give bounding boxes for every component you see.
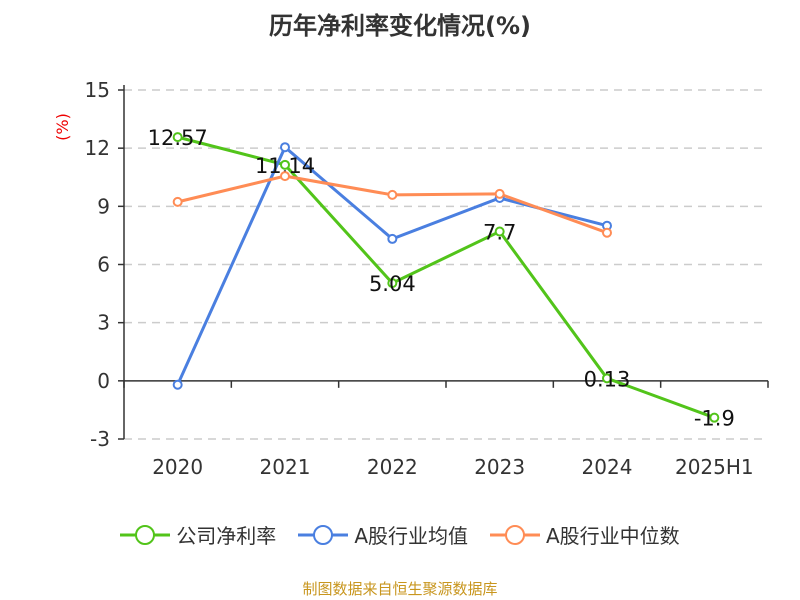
y-tick-label: 12 <box>85 136 110 160</box>
x-tick-label: 2024 <box>582 455 633 479</box>
data-point <box>280 142 290 153</box>
data-label: 7.7 <box>483 221 516 245</box>
legend-marker-icon <box>298 524 349 545</box>
data-point <box>280 159 290 170</box>
x-tick-label: 2023 <box>474 455 525 479</box>
data-point <box>494 188 505 199</box>
data-point <box>709 412 720 423</box>
legend-item[interactable]: A股行业均值 <box>298 520 468 549</box>
legend-label: 公司净利率 <box>176 524 277 548</box>
x-tick-label: 2022 <box>367 455 418 479</box>
data-point <box>280 171 290 182</box>
data-label: 5.04 <box>369 272 416 296</box>
data-point <box>602 373 612 384</box>
legend-marker-icon <box>120 524 171 545</box>
y-tick-label: 3 <box>97 311 110 335</box>
legend: 公司净利率 A股行业均值 A股行业中位数 <box>0 520 800 549</box>
legend-label: A股行业中位数 <box>546 524 680 548</box>
y-tick-label: 0 <box>97 369 110 393</box>
data-label: 12.57 <box>148 126 208 150</box>
data-point <box>387 233 398 244</box>
y-axis-label: (%) <box>53 113 72 141</box>
data-point <box>172 132 183 143</box>
legend-item[interactable]: 公司净利率 <box>120 520 276 549</box>
legend-item[interactable]: A股行业中位数 <box>490 520 680 549</box>
series-line-0 <box>177 135 715 420</box>
data-point <box>387 189 398 200</box>
series-line-1 <box>176 144 608 386</box>
series-line-2 <box>177 174 608 235</box>
y-tick-label: 15 <box>85 78 110 102</box>
data-point <box>172 379 183 390</box>
y-tick-label: 6 <box>97 253 110 277</box>
data-label: -1.9 <box>694 407 735 431</box>
data-point <box>494 226 505 237</box>
y-tick-label: -3 <box>90 427 110 451</box>
source-note: 制图数据来自恒生聚源数据库 <box>302 580 498 598</box>
x-tick-label: 2020 <box>152 455 203 479</box>
data-point <box>387 278 398 289</box>
legend-label: A股行业均值 <box>354 524 468 548</box>
x-tick-label: 2021 <box>260 455 311 479</box>
legend-marker-icon <box>490 524 540 545</box>
data-point <box>172 196 183 207</box>
chart-title: 历年净利率变化情况(%) <box>269 12 531 40</box>
x-tick-label: 2025H1 <box>675 455 754 479</box>
data-label: 0.13 <box>584 367 631 391</box>
y-tick-label: 9 <box>97 194 110 218</box>
data-point <box>602 227 612 238</box>
